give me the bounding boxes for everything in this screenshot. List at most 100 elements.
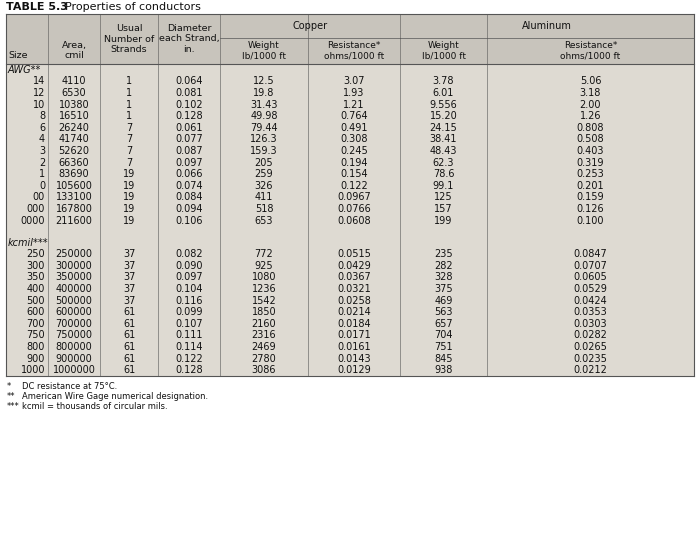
Text: 0.0143: 0.0143 [337, 353, 371, 364]
Text: 0.0171: 0.0171 [337, 330, 371, 340]
Text: 0.122: 0.122 [175, 353, 203, 364]
Text: 126.3: 126.3 [250, 134, 278, 145]
Text: 0.245: 0.245 [340, 146, 368, 156]
Text: 10380: 10380 [59, 100, 90, 110]
Text: 350000: 350000 [55, 272, 92, 282]
Text: Resistance*
ohms/1000 ft: Resistance* ohms/1000 ft [324, 41, 384, 61]
Text: 2160: 2160 [252, 319, 276, 329]
Text: 0.126: 0.126 [577, 204, 604, 214]
Text: 0.0353: 0.0353 [573, 307, 608, 317]
Text: 133100: 133100 [55, 192, 92, 202]
Text: 0.0515: 0.0515 [337, 249, 371, 259]
Text: 1: 1 [126, 100, 132, 110]
Text: 1: 1 [126, 88, 132, 98]
Text: 61: 61 [123, 365, 135, 375]
Text: 0.0967: 0.0967 [337, 192, 371, 202]
Text: 37: 37 [122, 284, 135, 294]
Text: 1542: 1542 [251, 295, 276, 306]
Text: 0: 0 [39, 181, 45, 191]
Text: 1: 1 [126, 111, 132, 121]
Text: 167800: 167800 [55, 204, 92, 214]
Text: 0.0129: 0.0129 [337, 365, 371, 375]
Text: 0.0707: 0.0707 [573, 261, 608, 271]
Text: 0.097: 0.097 [175, 272, 203, 282]
Text: 0.159: 0.159 [577, 192, 604, 202]
Text: 0.094: 0.094 [175, 204, 203, 214]
Text: 700000: 700000 [55, 319, 92, 329]
Text: 19: 19 [123, 204, 135, 214]
Text: 0.114: 0.114 [175, 342, 203, 352]
Text: 0.0321: 0.0321 [337, 284, 371, 294]
Text: Weight
lb/1000 ft: Weight lb/1000 ft [421, 41, 466, 61]
Text: 0.081: 0.081 [175, 88, 203, 98]
Text: 19: 19 [123, 192, 135, 202]
Text: 326: 326 [255, 181, 273, 191]
Text: DC resistance at 75°C.: DC resistance at 75°C. [22, 382, 118, 391]
Text: 6.01: 6.01 [433, 88, 454, 98]
Text: 600: 600 [27, 307, 45, 317]
Text: 751: 751 [434, 342, 453, 352]
Text: 37: 37 [122, 261, 135, 271]
Text: 26240: 26240 [59, 123, 90, 133]
Text: 1.93: 1.93 [343, 88, 365, 98]
Text: 000: 000 [27, 204, 45, 214]
Text: 411: 411 [255, 192, 273, 202]
Text: 19.8: 19.8 [253, 88, 274, 98]
Text: 1.21: 1.21 [343, 100, 365, 110]
Text: 0.066: 0.066 [175, 169, 203, 179]
Text: 41740: 41740 [59, 134, 90, 145]
Text: 61: 61 [123, 330, 135, 340]
Text: Copper: Copper [293, 21, 328, 31]
Text: 0.0367: 0.0367 [337, 272, 371, 282]
Text: 2780: 2780 [251, 353, 276, 364]
Text: 1000000: 1000000 [52, 365, 95, 375]
Text: 282: 282 [434, 261, 453, 271]
Text: 750000: 750000 [55, 330, 92, 340]
Text: 7: 7 [126, 146, 132, 156]
Text: 800000: 800000 [55, 342, 92, 352]
Text: 61: 61 [123, 342, 135, 352]
Text: 0.087: 0.087 [175, 146, 203, 156]
Text: 62.3: 62.3 [433, 158, 454, 168]
Text: 250: 250 [27, 249, 45, 259]
Text: 0.403: 0.403 [577, 146, 604, 156]
Text: 99.1: 99.1 [433, 181, 454, 191]
Text: 469: 469 [434, 295, 453, 306]
Text: 375: 375 [434, 284, 453, 294]
Text: 37: 37 [122, 249, 135, 259]
Text: 0.122: 0.122 [340, 181, 368, 191]
Text: 0.253: 0.253 [577, 169, 604, 179]
Text: 0.090: 0.090 [175, 261, 203, 271]
Text: 7: 7 [126, 158, 132, 168]
Text: 0.0766: 0.0766 [337, 204, 371, 214]
Text: 772: 772 [255, 249, 274, 259]
Text: 0.0265: 0.0265 [573, 342, 608, 352]
Text: 3.18: 3.18 [580, 88, 601, 98]
Text: 500: 500 [27, 295, 45, 306]
Text: 938: 938 [434, 365, 453, 375]
Text: 0.116: 0.116 [175, 295, 203, 306]
Text: 0.0429: 0.0429 [337, 261, 371, 271]
Text: 0.084: 0.084 [175, 192, 203, 202]
Text: 19: 19 [123, 181, 135, 191]
Text: 0.201: 0.201 [577, 181, 604, 191]
Text: 0.0282: 0.0282 [573, 330, 608, 340]
Text: 205: 205 [255, 158, 273, 168]
Text: 125: 125 [434, 192, 453, 202]
Text: 0.0184: 0.0184 [337, 319, 371, 329]
Text: 83690: 83690 [59, 169, 90, 179]
Text: 0.064: 0.064 [175, 76, 203, 87]
Text: 12: 12 [33, 88, 45, 98]
Text: 1236: 1236 [252, 284, 276, 294]
Text: 400: 400 [27, 284, 45, 294]
Text: 2: 2 [38, 158, 45, 168]
Text: 900: 900 [27, 353, 45, 364]
Text: 1080: 1080 [252, 272, 276, 282]
Text: 0.0235: 0.0235 [573, 353, 608, 364]
Text: 8: 8 [39, 111, 45, 121]
Text: 10: 10 [33, 100, 45, 110]
Text: 6530: 6530 [62, 88, 86, 98]
Text: 700: 700 [27, 319, 45, 329]
Text: 19: 19 [123, 169, 135, 179]
Text: 00: 00 [33, 192, 45, 202]
